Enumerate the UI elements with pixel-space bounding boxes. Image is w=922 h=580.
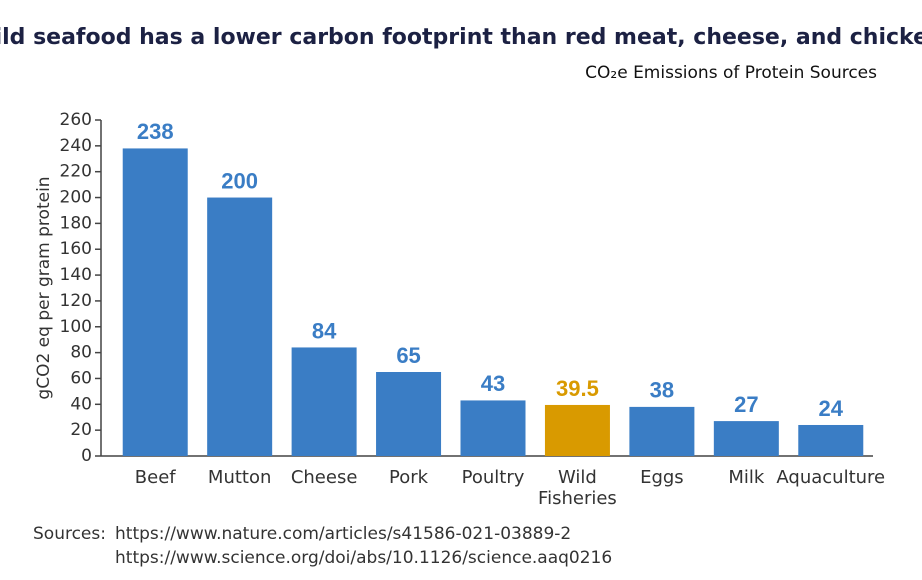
x-tick-label: Poultry: [461, 467, 525, 488]
source: https://www.nature.com/articles/s41586-0…: [115, 524, 572, 544]
chart-title: Wild seafood has a lower carbon footprin…: [0, 25, 922, 50]
bar: [798, 424, 864, 456]
y-tick-label: 100: [60, 317, 92, 337]
x-tick-label: Beef: [134, 467, 176, 488]
y-tick-label: 180: [60, 213, 92, 233]
y-tick-label: 240: [60, 136, 92, 156]
bar: [291, 347, 357, 456]
sources-label: Sources:: [33, 524, 106, 544]
x-tick-label: Mutton: [207, 467, 272, 488]
bar: [629, 406, 695, 456]
chart-subtitle: CO₂e Emissions of Protein Sources: [585, 63, 877, 83]
y-tick-label: 80: [70, 343, 92, 363]
y-tick-label: 160: [60, 239, 92, 259]
y-tick-label: 40: [70, 394, 92, 414]
bar: [460, 400, 526, 456]
value-label: 238: [137, 119, 174, 144]
value-label: 24: [819, 396, 844, 421]
y-tick-label: 120: [60, 291, 92, 311]
y-tick-label: 0: [81, 446, 92, 466]
bar: [122, 148, 188, 456]
bar: [544, 404, 610, 456]
y-tick-label: 220: [60, 162, 92, 182]
bar: [713, 421, 779, 456]
value-label: 38: [650, 378, 674, 403]
y-tick-label: 260: [60, 110, 92, 130]
source: https://www.science.org/doi/abs/10.1126/…: [115, 548, 613, 568]
y-tick-label: 200: [60, 188, 92, 208]
y-tick-label: 20: [70, 420, 92, 440]
y-axis-label: gCO2 eq per gram protein: [34, 176, 54, 399]
y-tick-label: 140: [60, 265, 92, 285]
x-tick-label: Cheese: [290, 467, 358, 488]
value-label: 200: [221, 168, 258, 193]
x-tick-label: Pork: [389, 467, 429, 488]
x-tick-label: Aquaculture: [776, 467, 886, 488]
x-tick-label: Wild Fisheries: [538, 467, 617, 509]
value-label: 43: [481, 371, 505, 396]
value-label: 65: [396, 343, 420, 368]
bar: [376, 372, 442, 456]
x-tick-label: Milk: [728, 467, 765, 488]
value-label: 39.5: [556, 376, 599, 401]
y-tick-label: 60: [70, 368, 92, 388]
bar: [207, 197, 273, 457]
value-label: 84: [312, 318, 337, 343]
x-tick-label: Eggs: [640, 467, 684, 488]
value-label: 27: [734, 392, 758, 417]
